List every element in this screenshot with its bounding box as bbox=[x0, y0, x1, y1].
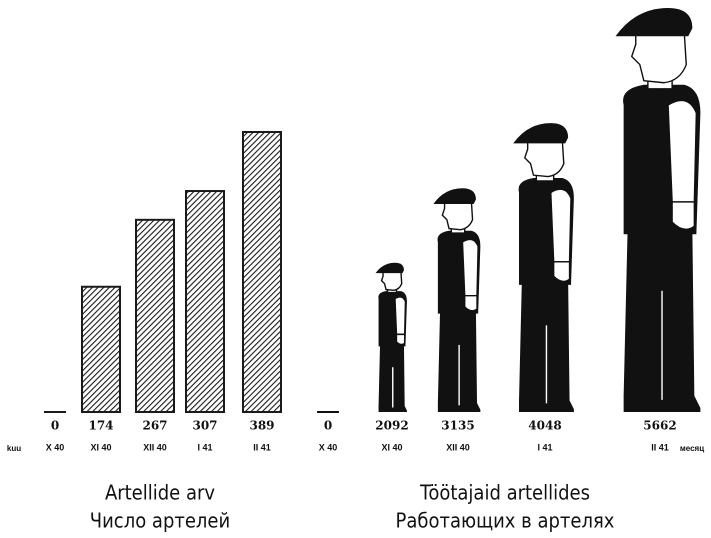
bar bbox=[136, 220, 174, 412]
bar bbox=[186, 191, 224, 412]
x-tick-label: XI 40 bbox=[381, 442, 402, 452]
figure-arm bbox=[551, 189, 571, 262]
x-tick-label: II 41 bbox=[651, 442, 669, 452]
x-tick-label: X 40 bbox=[46, 442, 65, 452]
figure-hand bbox=[672, 202, 694, 229]
value-label: 5662 bbox=[643, 419, 676, 433]
chart-title: Töötajaid artellides bbox=[419, 481, 590, 505]
value-label: 307 bbox=[192, 419, 217, 433]
figure-arm bbox=[395, 297, 405, 335]
figure-arm bbox=[668, 100, 696, 202]
bar bbox=[82, 287, 120, 412]
figure-head bbox=[442, 202, 472, 230]
chart-title: Artellide arv bbox=[105, 481, 215, 505]
figure-cap bbox=[433, 188, 476, 204]
chart-subtitle: Число артелей bbox=[90, 509, 230, 533]
figure-arm bbox=[462, 239, 478, 295]
value-label: 3135 bbox=[441, 419, 474, 433]
value-label: 267 bbox=[142, 419, 167, 433]
figure-hand bbox=[396, 334, 404, 344]
bar bbox=[243, 132, 281, 412]
value-label: 174 bbox=[88, 419, 113, 433]
x-tick-label: XII 40 bbox=[143, 442, 167, 452]
value-label: 0 bbox=[324, 419, 332, 433]
x-axis-label: месяц bbox=[680, 444, 704, 453]
figure bbox=[433, 188, 480, 412]
figure bbox=[376, 263, 407, 412]
figure-hand bbox=[465, 296, 477, 311]
x-tick-label: II 41 bbox=[253, 442, 271, 452]
x-tick-label: I 41 bbox=[537, 442, 552, 452]
figure-cap bbox=[616, 8, 693, 36]
chart-subtitle: Работающих в артелях bbox=[396, 509, 615, 533]
figure-cap bbox=[376, 263, 404, 273]
value-label: 0 bbox=[51, 419, 59, 433]
figure bbox=[616, 8, 701, 412]
figure-hand bbox=[554, 262, 570, 282]
figure-head bbox=[525, 140, 564, 176]
x-tick-label: I 41 bbox=[197, 442, 212, 452]
value-label: 4048 bbox=[528, 419, 561, 433]
figure bbox=[513, 123, 574, 412]
value-label: 389 bbox=[249, 419, 274, 433]
x-axis-label: kuu bbox=[7, 444, 21, 453]
figure-head bbox=[632, 32, 687, 83]
x-tick-label: XII 40 bbox=[446, 442, 470, 452]
value-label: 2092 bbox=[375, 419, 408, 433]
x-tick-label: XI 40 bbox=[90, 442, 111, 452]
figure-cap bbox=[513, 123, 568, 143]
chart: 0 X 40 174 XI 40 267 XII 40 307 I 41 389 II 41 kuu… bbox=[0, 0, 711, 538]
x-tick-label: X 40 bbox=[319, 442, 338, 452]
figure-head bbox=[382, 272, 402, 291]
